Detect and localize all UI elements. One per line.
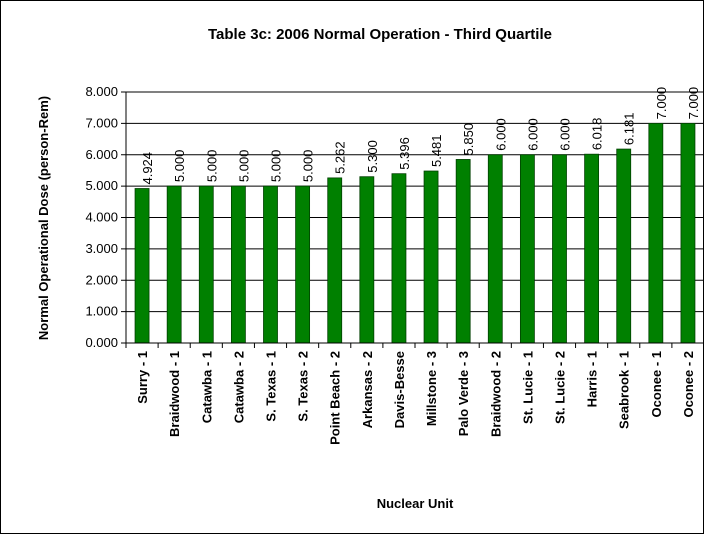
- bar: [134, 188, 150, 344]
- y-axis-label: Normal Operational Dose (person-Rem): [36, 96, 51, 340]
- value-label: 6.000: [558, 118, 573, 151]
- x-tick-label: Braidwood - 2: [488, 351, 503, 437]
- x-tick-label: S. Texas - 2: [296, 351, 311, 422]
- value-label: 7.000: [654, 87, 669, 120]
- x-tick-label: Braidwood - 1: [167, 351, 182, 437]
- x-tick-label: Surry - 1: [135, 351, 150, 404]
- x-tick-label: Catawba - 1: [199, 351, 214, 423]
- bar: [295, 185, 311, 344]
- x-tick-label: Davis-Besse: [392, 351, 407, 428]
- x-tick-label: St. Lucie - 2: [553, 351, 568, 424]
- value-label: 5.850: [461, 123, 476, 156]
- value-label: 5.262: [333, 141, 348, 174]
- bar: [391, 173, 407, 344]
- value-label: 6.181: [622, 113, 637, 146]
- x-tick-label: Arkansas - 2: [360, 351, 375, 428]
- bar: [487, 154, 503, 344]
- bar: [166, 185, 182, 344]
- value-label: 7.000: [686, 87, 701, 120]
- value-label: 6.000: [493, 118, 508, 151]
- value-label: 5.396: [397, 137, 412, 170]
- x-tick-label: Harris - 1: [585, 351, 600, 407]
- y-tick-label: 5.000: [85, 178, 118, 193]
- y-tick-label: 6.000: [85, 147, 118, 162]
- x-tick-label: Oconee - 1: [649, 351, 664, 417]
- y-tick-label: 1.000: [85, 304, 118, 319]
- y-tick-label: 3.000: [85, 241, 118, 256]
- x-tick-label: Millstone - 3: [424, 351, 439, 426]
- bar: [584, 153, 600, 344]
- value-label: 5.481: [429, 134, 444, 167]
- bar: [230, 185, 246, 344]
- bar: [519, 154, 535, 344]
- value-label: 5.000: [301, 150, 316, 183]
- y-tick-label: 8.000: [85, 84, 118, 99]
- bar: [648, 122, 664, 344]
- x-axis-label: Nuclear Unit: [377, 496, 454, 511]
- value-label: 5.300: [365, 140, 380, 173]
- value-label: 4.924: [140, 152, 155, 185]
- bar: [359, 176, 375, 344]
- y-tick-label: 7.000: [85, 115, 118, 130]
- bar: [198, 185, 214, 344]
- value-label: 5.000: [204, 150, 219, 183]
- y-tick-label: 0.000: [85, 335, 118, 350]
- x-tick-label: Oconee - 2: [681, 351, 696, 417]
- bar: [423, 170, 439, 344]
- bar: [263, 185, 278, 344]
- y-tick-label: 4.000: [85, 210, 118, 225]
- x-tick-label: Palo Verde - 3: [456, 351, 471, 436]
- bar: [552, 154, 567, 344]
- x-tick-label: Catawba - 2: [231, 351, 246, 423]
- x-tick-label: S. Texas - 1: [264, 351, 279, 422]
- chart-title: Table 3c: 2006 Normal Operation - Third …: [208, 26, 552, 43]
- value-label: 6.000: [525, 118, 540, 151]
- value-label: 5.000: [269, 150, 284, 183]
- value-label: 6.018: [590, 118, 605, 151]
- y-tick-label: 2.000: [85, 272, 118, 287]
- x-tick-label: Point Beach - 2: [328, 351, 343, 445]
- bar: [680, 122, 696, 344]
- x-tick-label: St. Lucie - 1: [520, 351, 535, 424]
- bar: [616, 148, 632, 344]
- value-label: 5.000: [236, 150, 251, 183]
- x-tick-label: Seabrook - 1: [617, 351, 632, 429]
- bar: [455, 159, 471, 344]
- bar: [327, 177, 343, 344]
- value-label: 5.000: [172, 150, 187, 183]
